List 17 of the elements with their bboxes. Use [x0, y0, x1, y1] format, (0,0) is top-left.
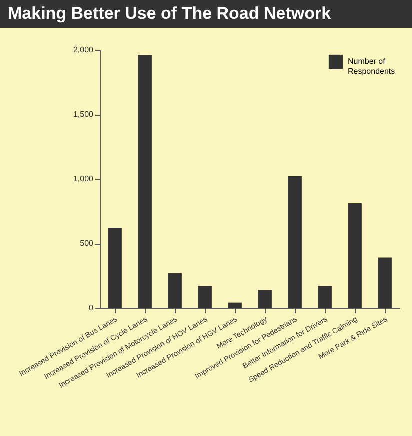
bar [228, 302, 242, 308]
bar [138, 55, 152, 308]
legend-label: Number of Respondents [348, 57, 396, 76]
bar [168, 273, 182, 308]
y-tick-label: 0 [89, 304, 94, 312]
y-tick-label: 1,000 [73, 174, 94, 184]
y-tick-label: 500 [80, 239, 94, 248]
bar [348, 204, 362, 308]
chart-title: Making Better Use of The Road Network [0, 0, 412, 28]
bar [198, 286, 212, 308]
bar [108, 228, 122, 308]
bar [288, 176, 302, 308]
bar [318, 286, 332, 308]
y-tick-label: 1,500 [73, 110, 94, 119]
bar [258, 290, 272, 308]
bar [378, 258, 392, 308]
y-tick-label: 2,000 [73, 46, 94, 54]
